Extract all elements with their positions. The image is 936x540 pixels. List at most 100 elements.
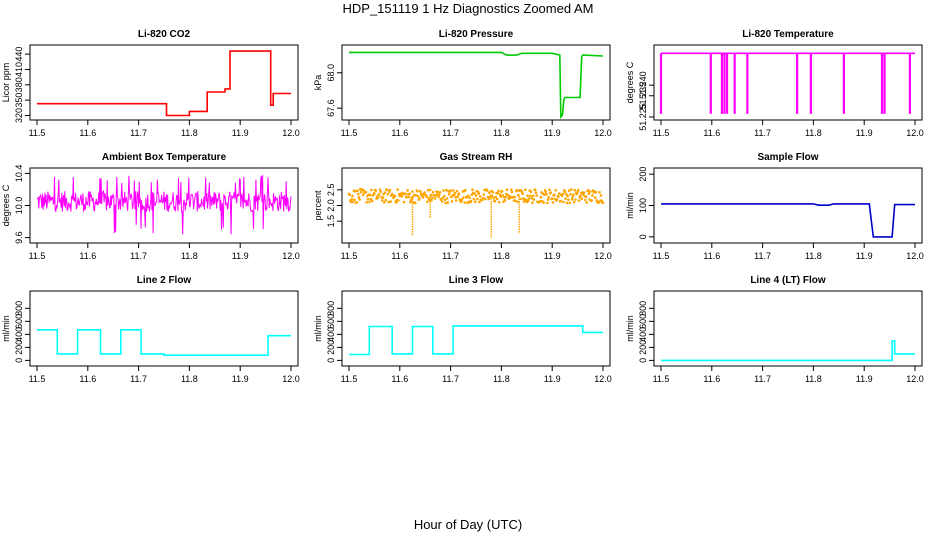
data-point xyxy=(373,191,376,195)
data-point xyxy=(575,192,579,196)
data-point xyxy=(558,192,561,195)
y-tick-label: 800 xyxy=(14,301,24,316)
data-point xyxy=(460,198,464,201)
data-point xyxy=(386,193,390,196)
data-point xyxy=(421,196,425,199)
data-point xyxy=(431,190,435,194)
y-tick-label: 350 xyxy=(14,93,24,108)
data-point xyxy=(426,188,430,192)
data-point xyxy=(423,191,426,194)
data-point xyxy=(456,195,460,198)
data-point xyxy=(385,188,389,192)
data-point xyxy=(355,201,359,204)
data-point xyxy=(510,190,514,194)
y-axis-label: kPa xyxy=(313,75,323,91)
data-point xyxy=(521,192,524,195)
data-point xyxy=(510,188,513,191)
data-point xyxy=(406,189,409,192)
data-point xyxy=(351,194,354,198)
x-tick-label: 11.5 xyxy=(29,251,46,261)
data-point xyxy=(449,189,452,192)
data-point xyxy=(551,201,555,204)
data-point xyxy=(545,193,548,196)
x-tick-label: 11.8 xyxy=(805,251,822,261)
data-point xyxy=(514,199,517,203)
data-point xyxy=(505,188,509,191)
data-point xyxy=(436,190,440,194)
data-point xyxy=(368,200,371,204)
x-tick-label: 11.9 xyxy=(544,251,561,261)
data-point xyxy=(396,188,400,191)
data-point xyxy=(487,197,491,201)
data-point xyxy=(493,200,497,203)
data-point xyxy=(443,198,447,202)
x-tick-label: 11.9 xyxy=(856,251,873,261)
x-tick-label: 12.0 xyxy=(906,374,924,384)
x-tick-label: 11.6 xyxy=(79,128,96,138)
x-tick-label: 11.6 xyxy=(79,374,96,384)
data-point xyxy=(483,197,487,201)
data-point xyxy=(498,201,501,204)
data-point xyxy=(411,190,414,193)
y-tick-label: 800 xyxy=(326,301,336,316)
series-line xyxy=(37,50,291,117)
series-group xyxy=(36,175,292,235)
data-point xyxy=(353,198,356,202)
y-tick-label: 51.225 xyxy=(638,103,648,131)
x-tick-label: 11.9 xyxy=(232,128,249,138)
y-tick-label: 410 xyxy=(14,62,24,77)
y-tick-label: 380 xyxy=(14,77,24,92)
y-tick-label: 0 xyxy=(638,234,648,239)
data-point xyxy=(452,189,455,192)
data-point xyxy=(441,196,445,200)
plot-frame xyxy=(341,44,611,121)
x-tick-label: 11.8 xyxy=(493,374,510,384)
data-point xyxy=(463,201,467,204)
data-point xyxy=(534,188,537,192)
data-point xyxy=(517,193,520,197)
data-point xyxy=(564,197,567,200)
data-point xyxy=(584,198,587,202)
data-point xyxy=(445,188,448,192)
x-tick-label: 11.7 xyxy=(754,251,771,261)
y-tick-label: 200 xyxy=(638,340,648,355)
data-point xyxy=(567,198,570,201)
data-point xyxy=(361,193,365,197)
y-axis-label: ml/min xyxy=(625,192,635,219)
x-tick-label: 11.7 xyxy=(442,251,459,261)
x-tick-label: 11.5 xyxy=(29,374,46,384)
data-point xyxy=(469,199,473,203)
data-point xyxy=(348,193,352,197)
x-tick-label: 11.8 xyxy=(181,251,198,261)
x-tick-label: 11.5 xyxy=(341,374,358,384)
data-point xyxy=(454,196,457,199)
data-point xyxy=(404,192,407,195)
data-point xyxy=(365,200,368,204)
panel-8: Line 3 Flow ml/min 11.5 11.6 11.7 11.8 11.9 12.… xyxy=(313,275,612,384)
x-tick-label: 11.8 xyxy=(181,374,198,384)
x-tick-label: 11.9 xyxy=(232,251,249,261)
x-tick-label: 11.7 xyxy=(130,128,147,138)
data-point xyxy=(378,193,381,197)
data-point xyxy=(405,196,409,199)
data-point xyxy=(464,188,467,192)
data-point xyxy=(555,198,559,201)
x-tick-label: 11.7 xyxy=(754,374,771,384)
data-point xyxy=(470,193,474,197)
data-point xyxy=(572,200,576,204)
data-point xyxy=(524,198,528,202)
data-point xyxy=(472,197,476,201)
data-point xyxy=(570,198,574,201)
data-point xyxy=(522,200,526,203)
data-point xyxy=(369,197,373,201)
data-point xyxy=(562,200,565,204)
x-tick-label: 11.8 xyxy=(805,128,822,138)
panel-4: Ambient Box Temperature degrees C 11.5 11.6… xyxy=(1,152,300,261)
x-tick-label: 12.0 xyxy=(594,251,612,261)
data-point xyxy=(585,201,589,204)
data-point xyxy=(478,200,481,204)
data-point xyxy=(515,188,519,192)
data-point xyxy=(454,199,458,202)
series-line xyxy=(349,51,604,119)
panel-1: Li-820 CO2 Licor ppm 11.5 11.6 11.7 11.8 11.9 1… xyxy=(1,29,300,138)
